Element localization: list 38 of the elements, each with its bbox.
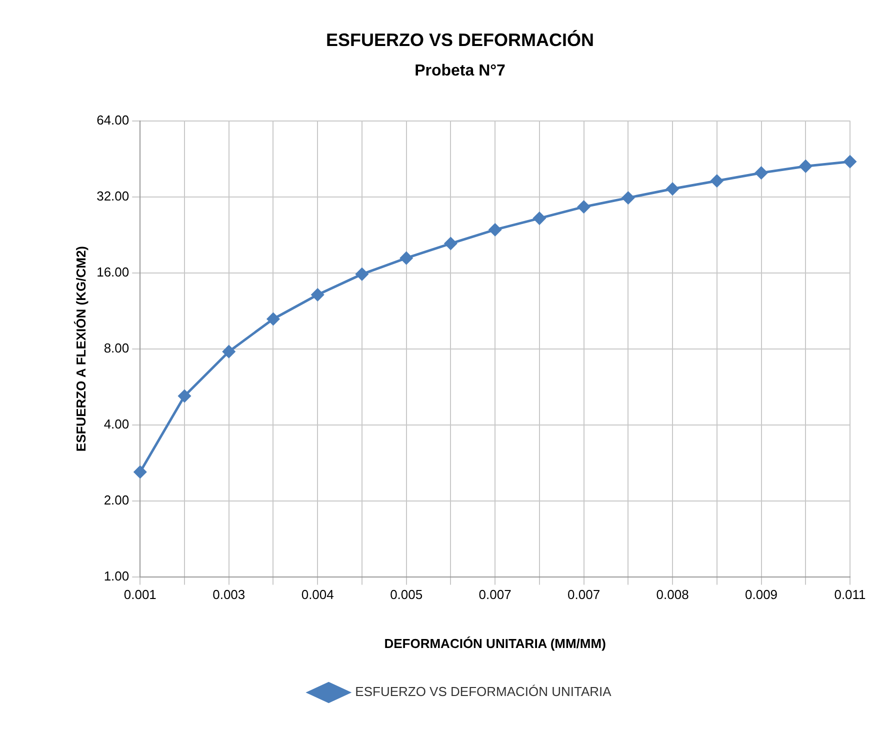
point (578, 200, 590, 214)
chart-subtitle: Probeta N°7 (414, 62, 506, 80)
x-tick-label: 0.007 (478, 587, 512, 602)
y-tick-label: 1.00 (104, 568, 130, 584)
y-tick-label: 16.00 (96, 264, 130, 280)
x-tick-label: 0.009 (744, 587, 778, 602)
point (444, 237, 457, 250)
legend-label: ESFUERZO VS DEFORMACIÓN UNITARIA (355, 684, 612, 700)
chart-title: ESFUERZO VS DEFORMACIÓN (326, 30, 594, 50)
point (311, 288, 324, 301)
y-axis-title: ESFUERZO A FLEXIÓN (KG/CM2) (73, 246, 88, 452)
point (178, 390, 191, 402)
y-tick-label: 8.00 (104, 340, 130, 356)
point (222, 345, 236, 358)
y-tick-label: 4.00 (104, 416, 130, 432)
point (356, 268, 368, 280)
point (266, 312, 280, 326)
point (710, 174, 724, 188)
point (488, 223, 502, 236)
point (622, 192, 634, 204)
x-tick-label: 0.004 (301, 587, 334, 602)
point (844, 155, 856, 168)
x-tick-label: 0.001 (124, 587, 156, 602)
y-tick-label: 64.00 (96, 112, 130, 128)
x-tick-label: 0.011 (834, 587, 866, 602)
point (799, 160, 812, 172)
x-tick-label: 0.003 (212, 587, 246, 602)
point (134, 466, 146, 478)
x-axis-title: DEFORMACIÓN UNITARIA (MM/MM) (384, 636, 606, 651)
point (666, 182, 679, 196)
x-tick-label: 0.005 (390, 587, 423, 602)
y-tick-label: 2.00 (104, 492, 130, 508)
point (533, 212, 546, 225)
point (400, 252, 413, 264)
y-tick-label: 32.00 (96, 188, 130, 204)
x-tick-label: 0.008 (656, 587, 689, 602)
x-tick-label: 0.007 (568, 587, 600, 602)
point (755, 166, 768, 180)
